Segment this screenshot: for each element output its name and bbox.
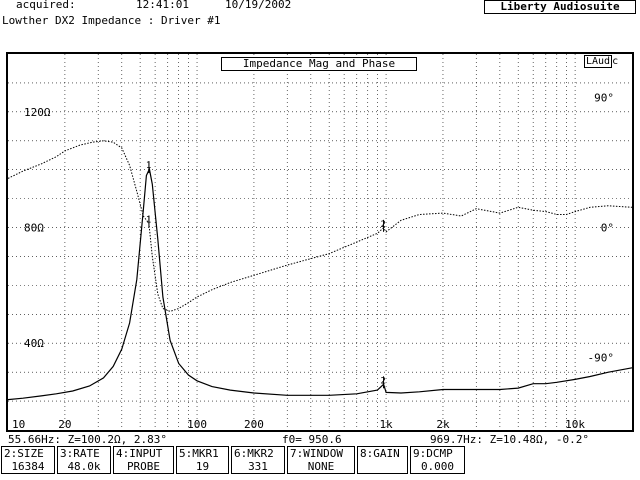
fkey-gain[interactable]: 8:GAIN <box>357 446 408 474</box>
y-tick-label-right: 0° <box>601 222 614 235</box>
x-tick-label: 2k <box>436 418 450 431</box>
impedance-phase-line <box>7 140 633 312</box>
fkey-size[interactable]: 2:SIZE 16384 <box>1 446 55 474</box>
marker-1-label: 1 <box>146 161 151 171</box>
marker-2-label: 2 <box>381 220 386 230</box>
fkey-mkr1[interactable]: 5:MKR1 19 <box>176 446 229 474</box>
y-tick-label-right: 90° <box>594 91 614 104</box>
acquired-date: 10/19/2002 <box>225 0 292 11</box>
fkey-dcmp[interactable]: 9:DCMP 0.000 <box>410 446 465 474</box>
marker-2-label: 2 <box>381 376 386 386</box>
impedance-magnitude-line <box>7 167 633 401</box>
y-tick-label-left: 40Ω <box>24 337 44 350</box>
y-tick-label-left: 80Ω <box>24 222 44 235</box>
chart-title: Impedance Mag and Phase <box>221 57 417 71</box>
x-tick-label: 20 <box>58 418 71 431</box>
marker2-readout: 969.7Hz: Z=10.48Ω, -0.2° <box>430 433 589 446</box>
measurement-title: Lowther DX2 Impedance : Driver #1 <box>2 14 221 27</box>
acquired-label: acquired: <box>16 0 76 11</box>
laud-logo: LAud c <box>584 55 619 68</box>
acquired-time: 12:41:01 <box>136 0 189 11</box>
x-tick-label: 1k <box>379 418 393 431</box>
marker1-readout: 55.66Hz: Z=100.2Ω, 2.83° <box>8 433 167 446</box>
x-tick-label: 10k <box>565 418 585 431</box>
y-tick-label-right: -90° <box>588 352 615 365</box>
x-tick-label: 200 <box>244 418 264 431</box>
marker-1-label: 1 <box>146 215 151 225</box>
x-tick-label: 10 <box>12 418 25 431</box>
f0-readout: f0= 950.6 <box>282 433 342 446</box>
plot-frame <box>6 52 634 432</box>
fkey-window[interactable]: 7:WINDOW NONE <box>287 446 355 474</box>
brand-label: Liberty Audiosuite <box>484 0 636 14</box>
x-tick-label: 100 <box>187 418 207 431</box>
fkey-input[interactable]: 4:INPUT PROBE <box>113 446 174 474</box>
fkey-mkr2[interactable]: 6:MKR2 331 <box>231 446 285 474</box>
y-tick-label-left: 120Ω <box>24 106 51 119</box>
fkey-rate[interactable]: 3:RATE 48.0k <box>57 446 111 474</box>
